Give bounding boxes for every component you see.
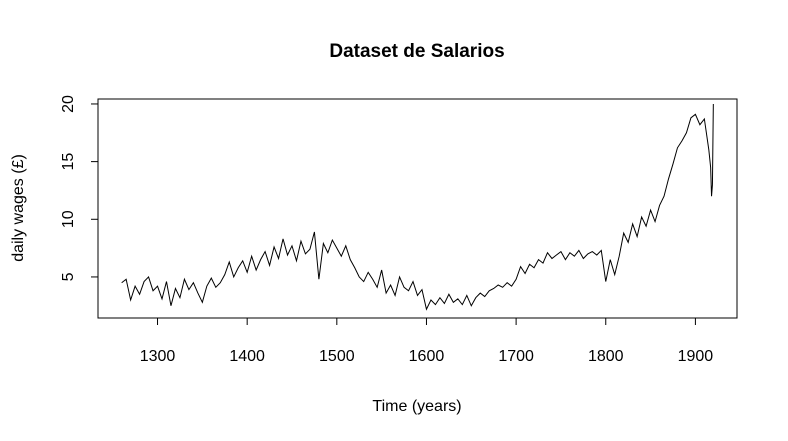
y-tick-label: 10 <box>60 210 77 228</box>
data-line <box>121 103 714 311</box>
x-axis-label: Time (years) <box>372 398 461 415</box>
y-tick-label: 20 <box>60 95 77 113</box>
x-tick-label: 1600 <box>409 348 445 365</box>
chart-title: Dataset de Salarios <box>329 41 504 62</box>
x-tick-label: 1400 <box>229 348 265 365</box>
x-tick-label: 1500 <box>319 348 355 365</box>
x-tick-label: 1300 <box>140 348 176 365</box>
y-tick-label: 5 <box>60 272 77 281</box>
x-tick-label: 1700 <box>498 348 534 365</box>
x-tick-label: 1800 <box>588 348 624 365</box>
y-tick-label: 15 <box>60 153 77 171</box>
y-axis-label: daily wages (£) <box>10 154 27 262</box>
x-tick-label: 1900 <box>678 348 714 365</box>
